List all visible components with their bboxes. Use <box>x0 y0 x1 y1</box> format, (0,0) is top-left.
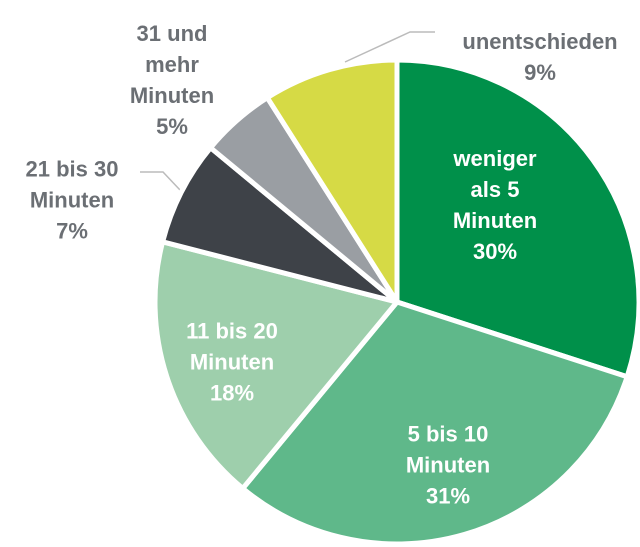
value-label: 31% <box>425 483 471 509</box>
category-label: 5 bis 10 Minuten <box>405 421 491 478</box>
pie-slice <box>394 57 640 380</box>
slice-label: 31 und mehr Minuten 5% <box>122 18 222 142</box>
leader-line <box>344 31 435 63</box>
value-label: 7% <box>56 218 88 244</box>
slice-label: 11 bis 20 Minuten 18% <box>167 316 297 409</box>
category-label: unentschieden <box>462 29 618 54</box>
value-label: 30% <box>472 239 518 264</box>
category-label: 11 bis 20 Minuten <box>186 318 278 375</box>
category-label: weniger als 5 Minuten <box>452 146 538 233</box>
pie-slice <box>240 299 630 547</box>
leader-line <box>140 171 181 191</box>
value-label: 5% <box>156 114 188 139</box>
slice-label: unentschieden 9% <box>435 26 640 88</box>
slice-label: 5 bis 10 Minuten 31% <box>383 419 513 512</box>
category-label: 21 bis 30 Minuten <box>25 156 119 213</box>
pie-slice <box>264 57 400 305</box>
category-label: 31 und mehr Minuten <box>129 21 215 108</box>
value-label: 9% <box>524 60 556 85</box>
slice-label: 21 bis 30 Minuten 7% <box>7 154 137 247</box>
pie-slice <box>152 239 400 491</box>
value-label: 18% <box>209 380 255 406</box>
slice-label: weniger als 5 Minuten 30% <box>440 143 550 267</box>
